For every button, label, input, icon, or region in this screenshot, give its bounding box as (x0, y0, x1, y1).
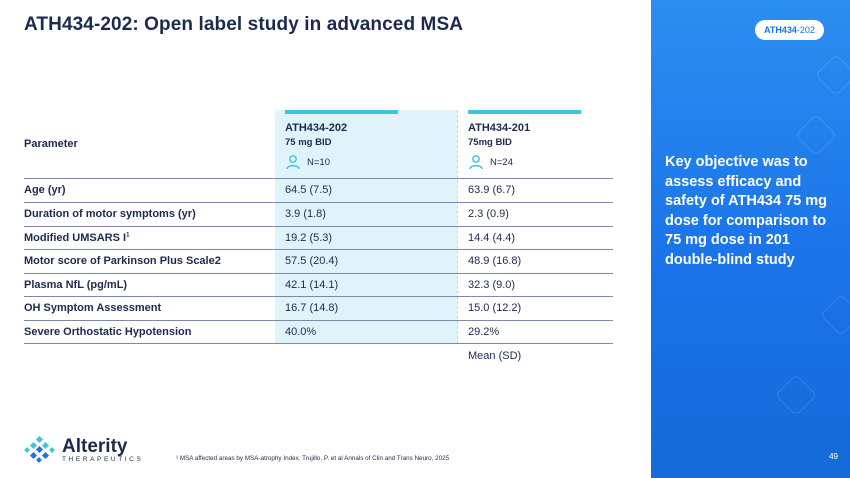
row-value-201: 15.0 (12.2) (468, 302, 522, 314)
column-title: ATH434-202 (285, 122, 348, 134)
row-value-201: 32.3 (9.0) (468, 279, 516, 291)
badge-bold: ATH434 (764, 25, 797, 35)
column-accent-bar (468, 110, 581, 114)
table-row: OH Symptom Assessment 16.7 (14.8) 15.0 (… (24, 296, 613, 321)
row-value-202: 3.9 (1.8) (285, 208, 326, 220)
person-icon (286, 155, 300, 170)
row-parameter: Duration of motor symptoms (yr) (24, 208, 196, 220)
highlight-column-background (275, 110, 457, 344)
row-parameter: Plasma NfL (pg/mL) (24, 279, 128, 291)
objective-panel: ATH434-202 Key objective was to assess e… (651, 0, 850, 478)
row-value-202: 16.7 (14.8) (285, 302, 339, 314)
row-value-201: 2.3 (0.9) (468, 208, 509, 220)
row-value-202: 40.0% (285, 326, 317, 338)
row-parameter: Motor score of Parkinson Plus Scale2 (24, 255, 221, 267)
badge-rest: -202 (796, 25, 815, 35)
company-logo: Alterity THERAPEUTICS (24, 436, 143, 464)
row-value-202: 64.5 (7.5) (285, 184, 333, 196)
page-title: ATH434-202: Open label study in advanced… (24, 14, 464, 35)
n-count: N=10 (307, 156, 330, 168)
row-parameter: Modified UMSARS I1 (24, 232, 130, 244)
row-value-201: 29.2% (468, 326, 500, 338)
study-badge: ATH434-202 (755, 20, 824, 40)
logo-subtitle: THERAPEUTICS (62, 455, 144, 463)
key-objective-text: Key objective was to assess efficacy and… (665, 154, 827, 268)
row-value-201: 14.4 (4.4) (468, 232, 516, 244)
hex-pattern (814, 53, 850, 97)
column-subtitle: 75mg BID (468, 137, 512, 148)
column-n: N=10 (285, 154, 330, 170)
table-bottom-rule (24, 343, 613, 344)
hex-pattern (819, 293, 850, 337)
table-row: Plasma NfL (pg/mL) 42.1 (14.1) 32.3 (9.0… (24, 273, 613, 298)
logo-mark-icon (24, 436, 55, 463)
column-n: N=24 (468, 154, 513, 170)
row-parameter: OH Symptom Assessment (24, 302, 162, 314)
table-row: Duration of motor symptoms (yr) 3.9 (1.8… (24, 202, 613, 227)
row-value-202: 42.1 (14.1) (285, 279, 339, 291)
row-parameter: Severe Orthostatic Hypotension (24, 326, 192, 338)
row-value-202: 19.2 (5.3) (285, 232, 333, 244)
table-row: Age (yr) 64.5 (7.5) 63.9 (6.7) (24, 178, 613, 203)
page-number: 49 (829, 452, 838, 461)
parameter-header: Parameter (24, 138, 78, 150)
column-divider (457, 110, 458, 344)
row-parameter: Age (yr) (24, 184, 66, 196)
row-value-201: 63.9 (6.7) (468, 184, 516, 196)
table-row: Motor score of Parkinson Plus Scale2 57.… (24, 249, 613, 274)
footnote: ¹ MSA affected areas by MSA-atrophy Inde… (176, 455, 450, 462)
hex-pattern (794, 113, 838, 157)
column-accent-bar (285, 110, 398, 114)
logo-name: Alterity (62, 435, 128, 457)
row-value-201: 48.9 (16.8) (468, 255, 522, 267)
statistic-note: Mean (SD) (468, 350, 522, 362)
row-value-202: 57.5 (20.4) (285, 255, 339, 267)
n-count: N=24 (490, 156, 513, 168)
column-title: ATH434-201 (468, 122, 531, 134)
column-subtitle: 75 mg BID (285, 137, 332, 148)
table-row: Severe Orthostatic Hypotension 40.0% 29.… (24, 320, 613, 345)
person-icon (469, 155, 483, 170)
hex-pattern (774, 373, 818, 417)
table-row: Modified UMSARS I1 19.2 (5.3) 14.4 (4.4) (24, 226, 613, 251)
